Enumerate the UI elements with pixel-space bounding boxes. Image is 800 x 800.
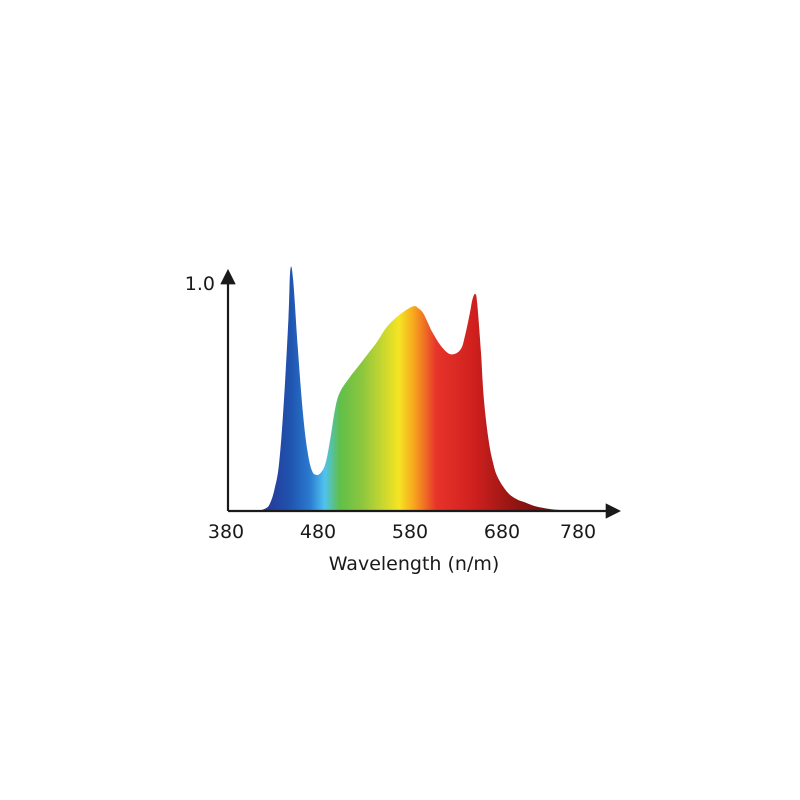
x-tick-label: 680 bbox=[484, 521, 520, 543]
x-tick-label: 580 bbox=[392, 521, 428, 543]
spectrum-area bbox=[228, 266, 600, 511]
x-tick-label: 480 bbox=[300, 521, 336, 543]
x-axis-label: Wavelength (n/m) bbox=[329, 553, 500, 575]
y-tick-label: 1.0 bbox=[185, 273, 215, 295]
x-tick-label: 380 bbox=[208, 521, 244, 543]
x-tick-label: 780 bbox=[560, 521, 596, 543]
